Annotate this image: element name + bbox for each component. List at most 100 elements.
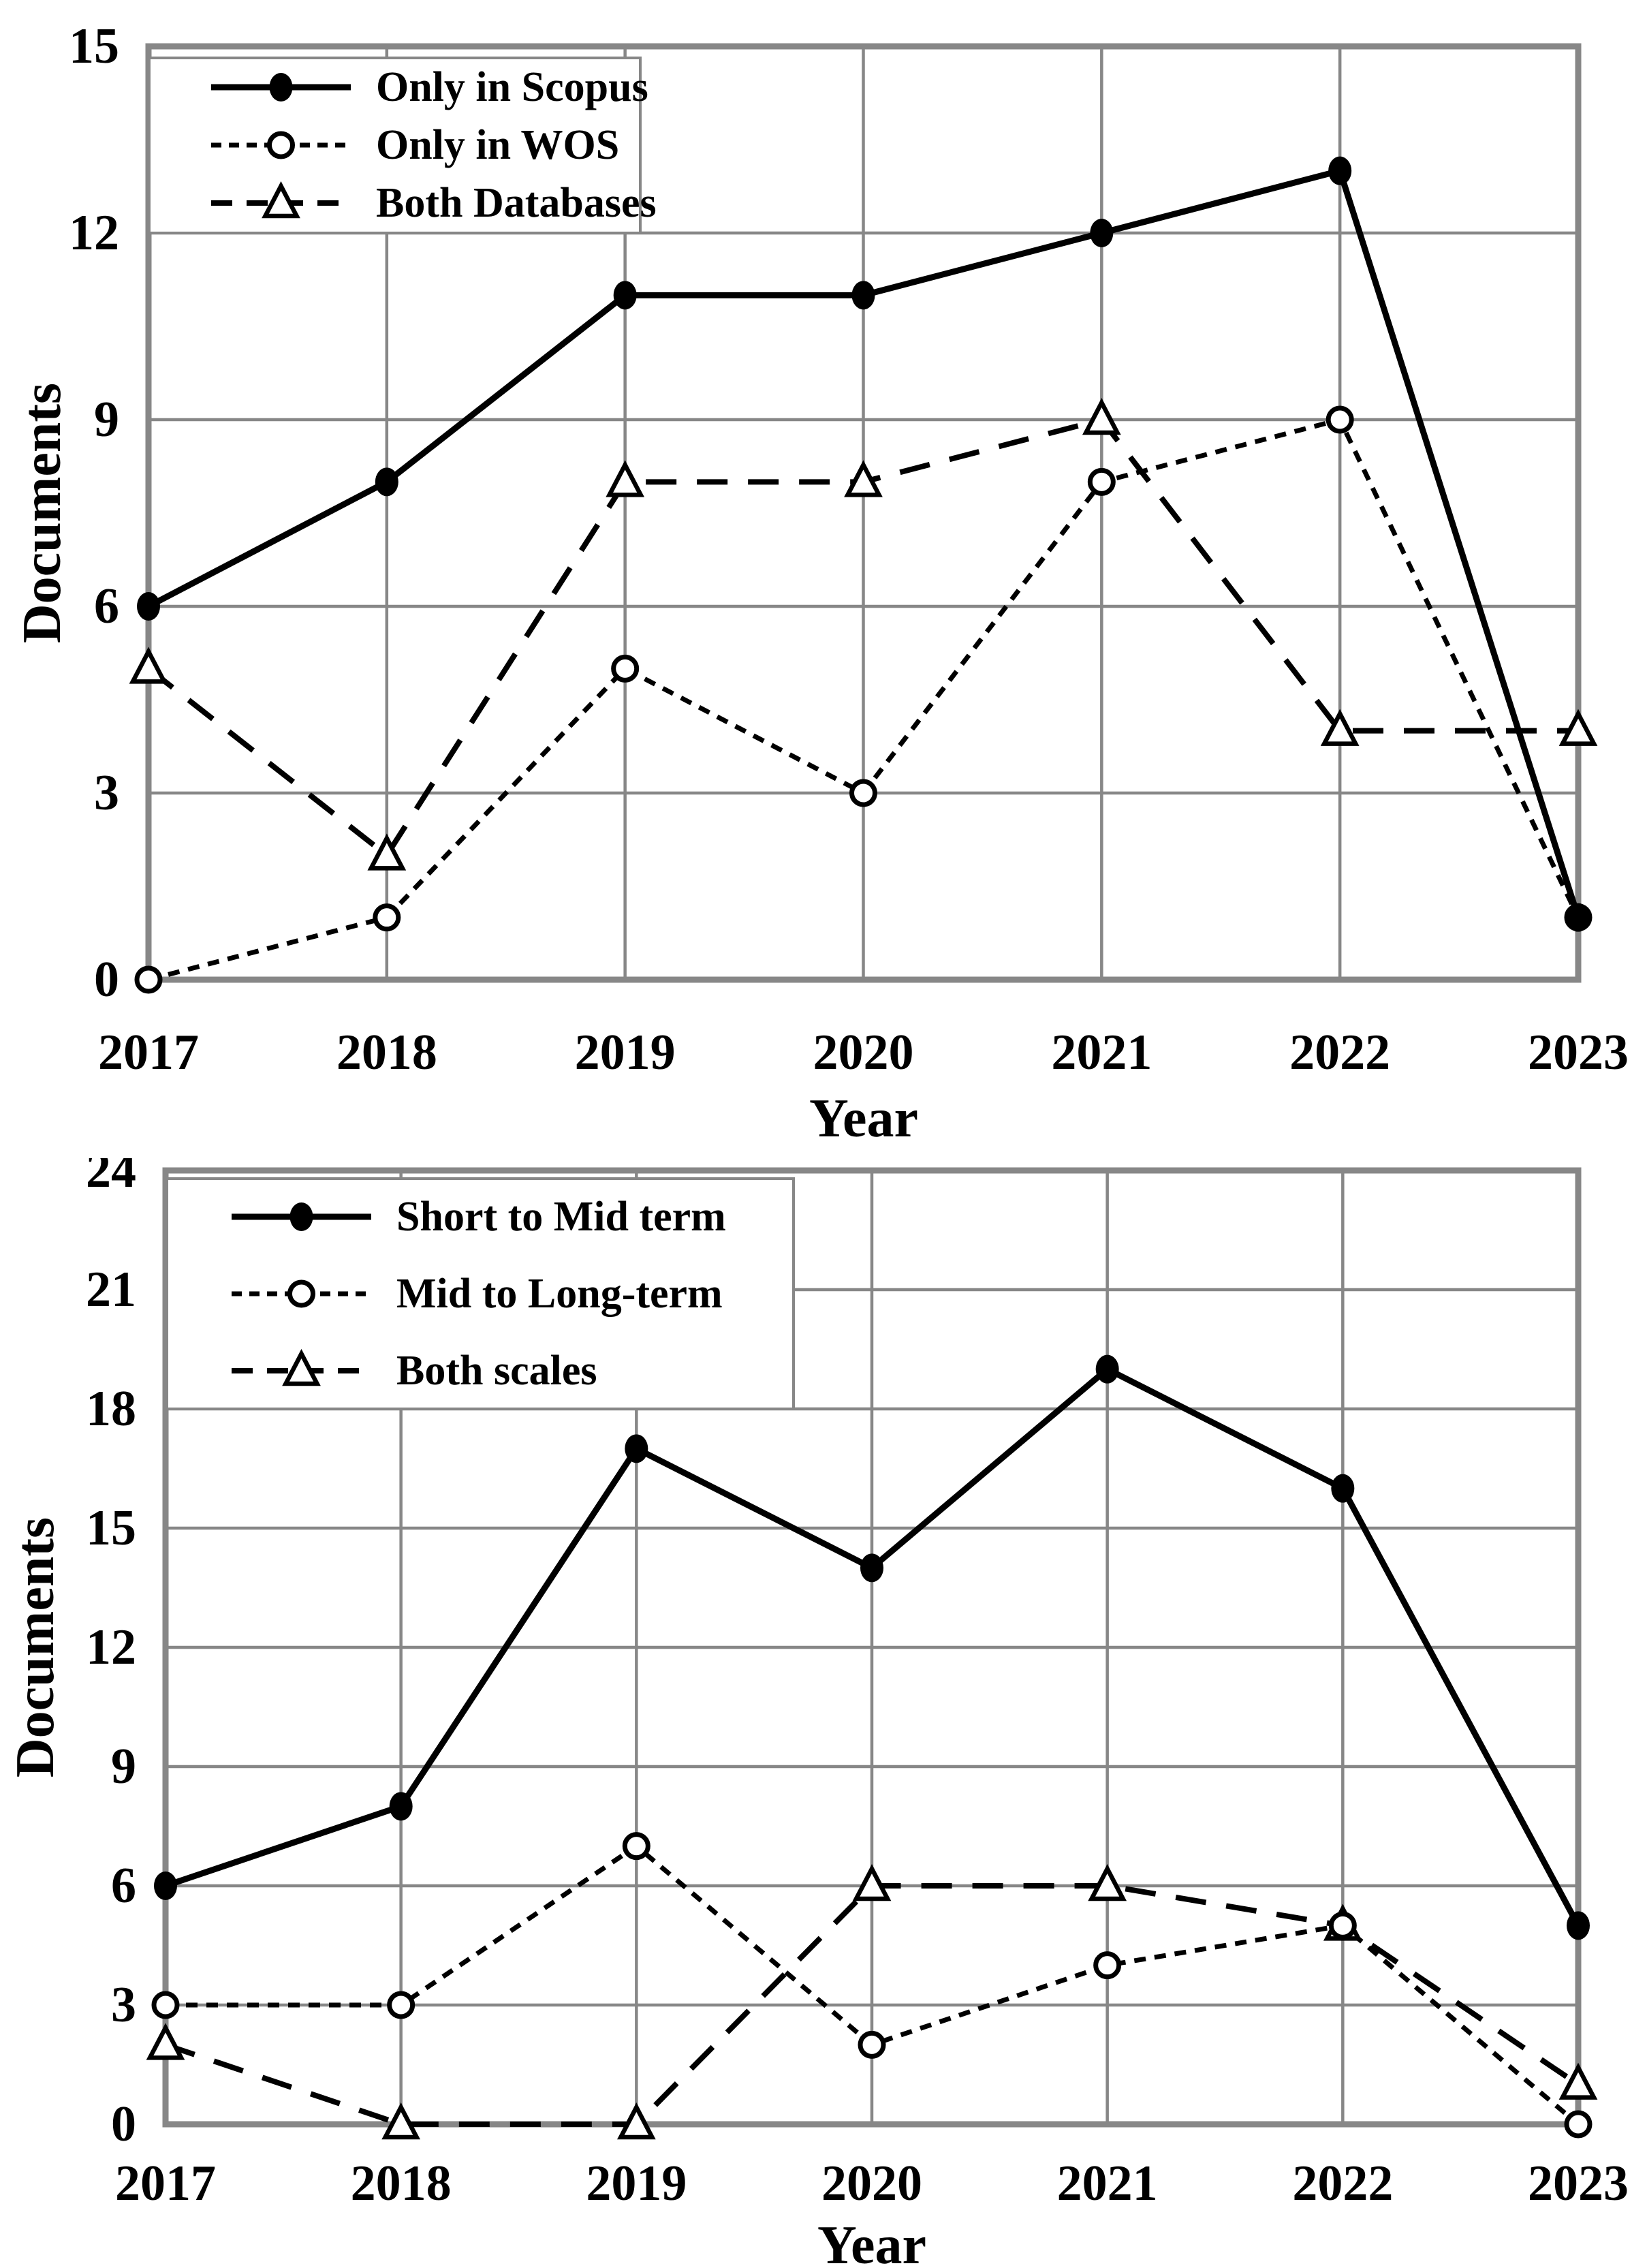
x-tick-label: 2018 xyxy=(336,1025,437,1081)
open-circle-icon xyxy=(1328,1911,1357,1940)
legend-label: Mid to Long-term xyxy=(396,1271,723,1317)
y-tick-label: 18 xyxy=(86,1381,136,1437)
filled-circle-icon xyxy=(1331,1474,1355,1503)
y-tick-label: 0 xyxy=(111,2096,136,2152)
filled-circle-icon xyxy=(1090,219,1114,247)
markers-mid-to-long-term xyxy=(151,1832,1593,2139)
filled-circle-icon xyxy=(269,73,293,102)
y-axis-ticks: 0 3 6 9 12 15 xyxy=(69,18,119,1008)
open-circle-icon xyxy=(1564,2110,1593,2139)
open-circle-icon xyxy=(134,965,163,994)
x-tick-label: 2017 xyxy=(115,2156,216,2211)
x-tick-label: 2022 xyxy=(1289,1025,1390,1081)
y-tick-label: 9 xyxy=(111,1739,136,1795)
open-circle-icon xyxy=(151,1991,180,2019)
open-circle-icon xyxy=(611,654,640,683)
open-triangle-icon xyxy=(146,2023,185,2060)
x-tick-label: 2023 xyxy=(1528,1025,1629,1081)
markers-only-in-scopus xyxy=(137,156,1590,932)
open-circle-icon xyxy=(622,1832,650,1861)
x-tick-label: 2021 xyxy=(1057,2156,1158,2211)
x-tick-label: 2022 xyxy=(1292,2156,1393,2211)
legend-item-both-scales: Both scales xyxy=(232,1348,597,1394)
y-axis-title: Documents xyxy=(12,383,72,643)
open-triangle-icon xyxy=(852,1863,892,1901)
markers-both-databases xyxy=(129,397,1598,871)
x-tick-label: 2018 xyxy=(351,2156,452,2211)
filled-circle-icon xyxy=(625,1434,648,1463)
x-tick-label: 2019 xyxy=(586,2156,687,2211)
y-tick-label: 0 xyxy=(94,952,119,1008)
timescale-documents-chart: 0 3 6 9 12 15 18 21 24 2017 2018 2019 2020 2021 2022 20… xyxy=(0,1158,1647,2268)
open-circle-icon xyxy=(1326,405,1354,434)
open-triangle-icon xyxy=(262,181,300,219)
x-tick-label: 2021 xyxy=(1051,1025,1152,1081)
y-tick-label: 12 xyxy=(86,1619,136,1675)
database-documents-chart: 0 3 6 9 12 15 2017 2018 2019 2020 2021 2022 2023 Docu… xyxy=(12,18,1629,1149)
plot-border xyxy=(145,43,1582,983)
open-triangle-icon xyxy=(844,460,883,497)
filled-circle-icon xyxy=(375,467,398,497)
y-tick-label: 12 xyxy=(69,205,119,261)
filled-circle-icon xyxy=(1567,903,1590,932)
legend-label: Only in WOS xyxy=(376,122,619,168)
legend-label: Both scales xyxy=(396,1348,597,1394)
open-circle-icon xyxy=(373,903,401,932)
markers-short-to-mid-term xyxy=(154,1354,1590,1940)
legend: Short to Mid term Mid to Long-term Both sc… xyxy=(166,1177,795,1410)
open-circle-icon xyxy=(387,1991,415,2019)
open-triangle-icon xyxy=(1088,1863,1127,1901)
y-tick-label: 9 xyxy=(94,392,119,448)
filled-circle-icon xyxy=(289,1202,313,1231)
filled-circle-icon xyxy=(1567,1911,1590,1940)
filled-circle-icon xyxy=(860,1553,883,1583)
legend-item-mid-to-long-term: Mid to Long-term xyxy=(232,1271,723,1317)
x-axis-title: Year xyxy=(809,1089,918,1149)
open-triangle-icon xyxy=(282,1348,321,1386)
open-triangle-icon xyxy=(1558,709,1598,746)
open-circle-icon xyxy=(858,2030,886,2059)
y-tick-label: 15 xyxy=(69,18,119,74)
legend-label: Both Databases xyxy=(376,180,657,226)
filled-circle-icon xyxy=(154,1871,177,1900)
open-triangle-icon xyxy=(367,833,407,871)
legend-item-only-in-scopus: Only in Scopus xyxy=(211,64,648,110)
open-triangle-icon xyxy=(606,460,645,497)
filled-circle-icon xyxy=(1095,1354,1119,1384)
open-circle-icon xyxy=(1087,467,1116,496)
legend-label: Only in Scopus xyxy=(376,64,648,110)
filled-circle-icon xyxy=(613,281,637,310)
y-tick-label: 15 xyxy=(86,1500,136,1556)
x-tick-label: 2019 xyxy=(575,1025,676,1081)
x-tick-label: 2020 xyxy=(821,2156,922,2211)
legend-item-both-databases: Both Databases xyxy=(211,180,657,226)
open-triangle-icon xyxy=(381,2102,421,2140)
x-axis-ticks: 2017 2018 2019 2020 2021 2022 2023 xyxy=(115,2156,1629,2211)
open-circle-icon xyxy=(1093,1951,1122,1980)
top-chart-canvas: 0 3 6 9 12 15 2017 2018 2019 2020 2021 2022 2023 Docu… xyxy=(12,18,1629,1149)
filled-circle-icon xyxy=(137,592,160,621)
plot-border xyxy=(162,1167,1582,2128)
y-axis-ticks: 0 3 6 9 12 15 18 21 24 xyxy=(86,1158,136,2152)
open-triangle-icon xyxy=(616,2102,656,2140)
legend: Only in Scopus Only in WOS Both Databases xyxy=(148,57,657,234)
x-tick-label: 2017 xyxy=(98,1025,199,1081)
open-circle-icon xyxy=(267,131,295,159)
y-tick-label: 21 xyxy=(86,1262,136,1318)
open-triangle-icon xyxy=(1082,397,1121,435)
y-tick-label: 6 xyxy=(111,1858,136,1914)
legend-item-only-in-wos: Only in WOS xyxy=(211,122,619,168)
legend-label: Short to Mid term xyxy=(396,1194,726,1240)
open-triangle-icon xyxy=(129,647,168,684)
legend-item-short-to-mid-term: Short to Mid term xyxy=(232,1194,726,1240)
open-circle-icon xyxy=(287,1279,315,1308)
y-axis-title: Documents xyxy=(5,1517,65,1777)
x-tick-label: 2023 xyxy=(1528,2156,1629,2211)
x-tick-label: 2020 xyxy=(813,1025,914,1081)
filled-circle-icon xyxy=(1328,156,1352,185)
y-tick-label: 6 xyxy=(94,578,119,634)
x-axis-ticks: 2017 2018 2019 2020 2021 2022 2023 xyxy=(98,1025,1629,1081)
open-triangle-icon xyxy=(1558,2062,1598,2100)
filled-circle-icon xyxy=(389,1792,413,1821)
